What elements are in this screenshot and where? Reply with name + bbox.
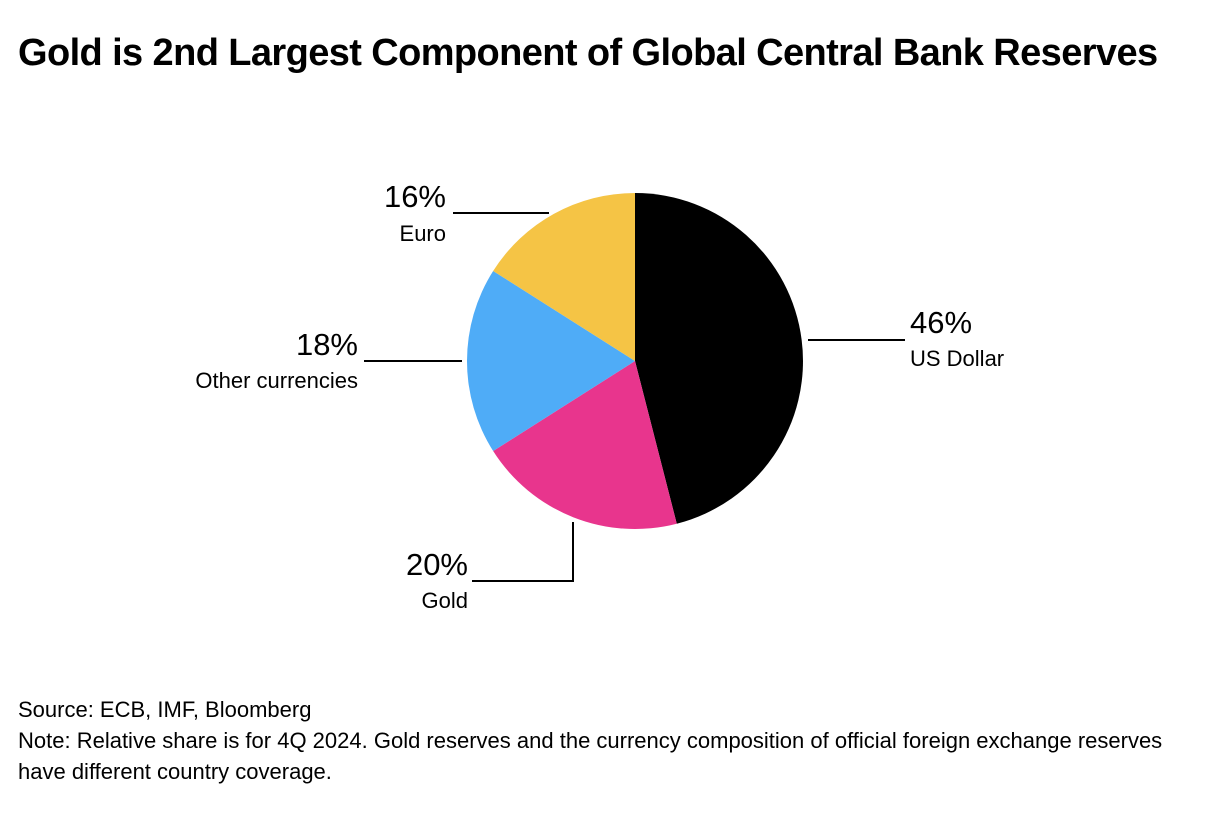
slice-label-other-currencies: Other currencies (195, 368, 358, 393)
slice-label-gold: Gold (422, 588, 468, 613)
pie-slice-us-dollar (635, 193, 803, 524)
chart-footer: Source: ECB, IMF, Bloomberg Note: Relati… (18, 694, 1188, 787)
slice-value-us-dollar: 46% (910, 305, 972, 340)
pie-slices (466, 193, 803, 529)
leader-line-gold (472, 522, 574, 582)
slice-labels: 46% US Dollar 20% Gold 18% Other currencies 16… (195, 179, 1004, 613)
slice-value-other-currencies: 18% (296, 327, 358, 362)
pie-chart: 46% US Dollar 20% Gold 18% Other currencies 16… (195, 179, 1004, 613)
leader-lines (364, 212, 905, 582)
slice-label-us-dollar: US Dollar (910, 346, 1004, 371)
slice-value-euro: 16% (384, 179, 446, 214)
source-text: Source: ECB, IMF, Bloomberg (18, 697, 312, 722)
slice-label-euro: Euro (400, 221, 446, 246)
pie-slice-gold (493, 361, 677, 529)
slice-value-gold: 20% (406, 547, 468, 582)
pie-slice-other-currencies (466, 270, 635, 452)
chart-title: Gold is 2nd Largest Component of Global … (18, 32, 1158, 74)
note-text: Note: Relative share is for 4Q 2024. Gol… (18, 728, 1163, 784)
pie-slice-euro (493, 193, 635, 361)
